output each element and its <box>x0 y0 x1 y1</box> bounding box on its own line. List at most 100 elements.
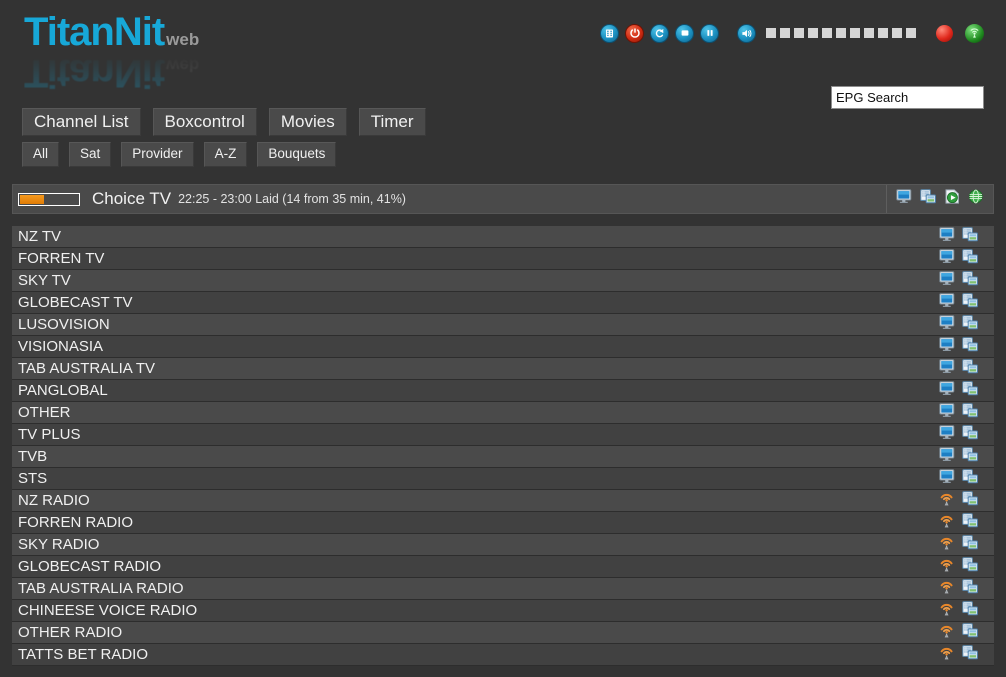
monitor-icon[interactable] <box>939 314 956 335</box>
channel-row[interactable]: OTHER <box>12 402 994 424</box>
monitor-icon[interactable] <box>939 424 956 445</box>
volume-level-bar[interactable] <box>766 28 916 38</box>
copy-list-icon[interactable] <box>962 248 979 269</box>
copy-list-icon[interactable] <box>962 490 979 511</box>
radio-antenna-icon[interactable] <box>939 557 956 577</box>
tab-movies[interactable]: Movies <box>268 108 347 137</box>
copy-list-icon[interactable] <box>962 556 979 577</box>
filter-tab-sat[interactable]: Sat <box>69 142 112 167</box>
volume-icon[interactable] <box>737 23 756 43</box>
radio-antenna-icon[interactable] <box>939 535 956 555</box>
radio-antenna-icon[interactable] <box>939 645 956 665</box>
signal-antenna-icon[interactable] <box>965 23 984 43</box>
tab-channel-list[interactable]: Channel List <box>22 108 141 137</box>
copy-list-icon[interactable] <box>962 314 979 335</box>
volume-segment[interactable] <box>850 28 860 38</box>
stream-monitor-icon[interactable] <box>896 189 913 209</box>
copy-list-icon[interactable] <box>962 468 979 489</box>
monitor-icon[interactable] <box>939 270 956 291</box>
tab-timer[interactable]: Timer <box>358 108 426 137</box>
channel-list: NZ TV FORREN TV SKY TV GLOBECAST TV LUSOVISI… <box>12 226 994 666</box>
copy-list-icon[interactable] <box>962 622 979 643</box>
channel-row[interactable]: CHINEESE VOICE RADIO <box>12 600 994 622</box>
channel-row[interactable]: OTHER RADIO <box>12 622 994 644</box>
pause-icon[interactable] <box>700 23 719 43</box>
channel-row[interactable]: GLOBECAST TV <box>12 292 994 314</box>
copy-list-icon[interactable] <box>962 402 979 423</box>
now-playing-info[interactable]: Choice TV 22:25 - 23:00 Laid (14 from 35… <box>13 185 886 213</box>
channel-row[interactable]: TVB <box>12 446 994 468</box>
channel-name: STS <box>18 470 48 487</box>
volume-segment[interactable] <box>836 28 846 38</box>
channel-row[interactable]: VISIONASIA <box>12 336 994 358</box>
copy-list-icon[interactable] <box>962 270 979 291</box>
tab-boxcontrol[interactable]: Boxcontrol <box>152 108 257 137</box>
monitor-icon[interactable] <box>939 292 956 313</box>
channel-row[interactable]: TAB AUSTRALIA RADIO <box>12 578 994 600</box>
channel-row[interactable]: GLOBECAST RADIO <box>12 556 994 578</box>
volume-segment[interactable] <box>822 28 832 38</box>
keypad-icon[interactable] <box>600 23 619 43</box>
channel-row[interactable]: PANGLOBAL <box>12 380 994 402</box>
copy-list-icon[interactable] <box>962 424 979 445</box>
record-icon[interactable] <box>936 24 953 42</box>
channel-row[interactable]: FORREN TV <box>12 248 994 270</box>
media-play-icon[interactable] <box>944 189 961 209</box>
channel-row[interactable]: LUSOVISION <box>12 314 994 336</box>
monitor-icon[interactable] <box>939 468 956 489</box>
channel-row[interactable]: FORREN RADIO <box>12 512 994 534</box>
channel-row[interactable]: NZ TV <box>12 226 994 248</box>
radio-antenna-icon[interactable] <box>939 513 956 533</box>
volume-segment[interactable] <box>766 28 776 38</box>
filter-tab-a-z[interactable]: A-Z <box>203 142 248 167</box>
copy-list-icon[interactable] <box>962 380 979 401</box>
volume-segment[interactable] <box>794 28 804 38</box>
channel-row[interactable]: SKY TV <box>12 270 994 292</box>
radio-antenna-icon[interactable] <box>939 579 956 599</box>
copy-list-icon[interactable] <box>962 512 979 533</box>
volume-segment[interactable] <box>892 28 902 38</box>
monitor-icon[interactable] <box>939 446 956 467</box>
monitor-icon[interactable] <box>939 336 956 357</box>
volume-segment[interactable] <box>808 28 818 38</box>
filter-tab-provider[interactable]: Provider <box>121 142 194 167</box>
monitor-icon[interactable] <box>939 248 956 269</box>
radio-antenna-icon[interactable] <box>939 623 956 643</box>
channel-row[interactable]: TATTS BET RADIO <box>12 644 994 666</box>
copy-list-icon[interactable] <box>962 292 979 313</box>
channel-row[interactable]: SKY RADIO <box>12 534 994 556</box>
copy-list-icon[interactable] <box>962 336 979 357</box>
channel-row[interactable]: STS <box>12 468 994 490</box>
copy-list-icon[interactable] <box>962 600 979 621</box>
volume-segment[interactable] <box>864 28 874 38</box>
web-globe-icon[interactable] <box>968 189 984 209</box>
monitor-icon[interactable] <box>939 402 956 423</box>
channel-row[interactable]: NZ RADIO <box>12 490 994 512</box>
search-input[interactable] <box>831 86 984 109</box>
copy-list-icon[interactable] <box>920 189 937 209</box>
refresh-icon[interactable] <box>650 23 669 43</box>
volume-segment[interactable] <box>878 28 888 38</box>
copy-list-icon[interactable] <box>962 226 979 247</box>
volume-segment[interactable] <box>906 28 916 38</box>
radio-antenna-icon[interactable] <box>939 601 956 621</box>
monitor-icon[interactable] <box>939 380 956 401</box>
monitor-icon[interactable] <box>939 358 956 379</box>
channel-name: FORREN RADIO <box>18 514 134 531</box>
channel-name: SKY TV <box>18 272 71 289</box>
copy-list-icon[interactable] <box>962 446 979 467</box>
volume-segment[interactable] <box>780 28 790 38</box>
power-icon[interactable] <box>625 23 644 43</box>
channel-row[interactable]: TV PLUS <box>12 424 994 446</box>
filter-tab-bouquets[interactable]: Bouquets <box>257 142 337 167</box>
copy-list-icon[interactable] <box>962 358 979 379</box>
radio-antenna-icon[interactable] <box>939 491 956 511</box>
channel-row[interactable]: TAB AUSTRALIA TV <box>12 358 994 380</box>
copy-list-icon[interactable] <box>962 578 979 599</box>
channel-name: LUSOVISION <box>18 316 110 333</box>
copy-list-icon[interactable] <box>962 644 979 665</box>
stop-icon[interactable] <box>675 23 694 43</box>
copy-list-icon[interactable] <box>962 534 979 555</box>
filter-tab-all[interactable]: All <box>22 142 60 167</box>
monitor-icon[interactable] <box>939 226 956 247</box>
